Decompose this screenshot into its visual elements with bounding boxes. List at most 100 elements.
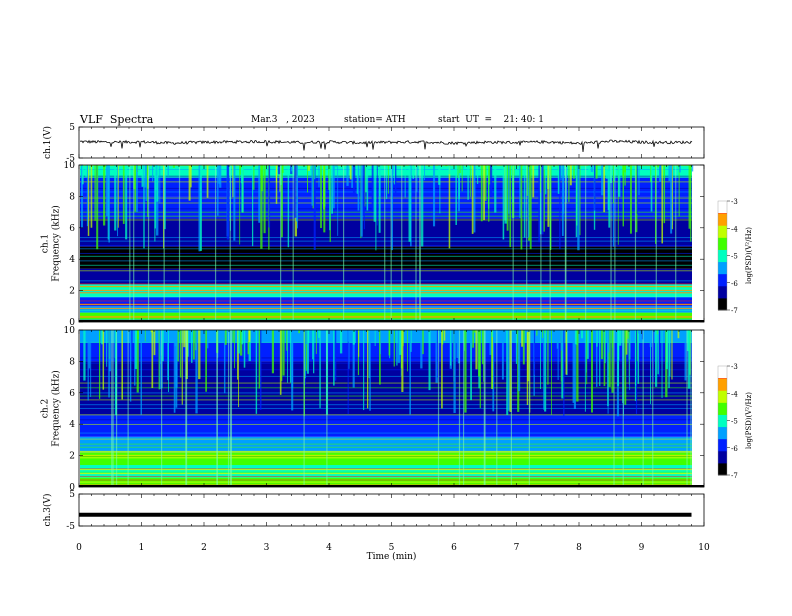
s1-sferic [485,165,487,201]
s2-sferic-full [438,330,439,487]
s2-sferic [358,330,359,357]
s1-sferic [591,165,593,172]
w3-y-tick-label: 5 [69,490,75,500]
s2-sferic [429,330,431,390]
start-time-label: start UT = 21: 40: 1 [438,115,544,125]
s1-sferic [323,165,325,232]
s2-sferic [154,330,156,355]
s2-sferic [544,330,545,333]
s1-sferic-full [391,165,392,322]
s2-sferic [348,330,349,414]
s1-harmonic-line [80,292,692,293]
s1-sferic [154,165,156,228]
s1-sferic [594,165,595,211]
s2-sferic-full [643,330,644,487]
s2-sferic [624,330,626,405]
s2-sferic-full [111,330,112,487]
s1-sferic [449,165,451,248]
s1-sferic [118,165,119,228]
s1-sferic [269,165,271,227]
s1-sferic-full [585,165,586,322]
s1-sferic [395,165,396,194]
s2-colorbar-segment [718,414,727,427]
s2-sferic [444,330,446,341]
date-label: Mar.3 , 2023 [251,115,315,125]
s1-texture-line [80,256,692,257]
s1-sferic-full [280,165,281,322]
s2-sferic [248,330,250,339]
s1-sferic [96,165,98,249]
s2-sferic [193,330,195,360]
s1-sferic-full [513,165,514,322]
s1-sferic [538,165,540,242]
s2-sferic [280,330,282,395]
s1-sferic-full [614,165,615,322]
s2-sferic [586,330,587,384]
s1-texture-line [80,297,692,298]
s1-sferic-full [526,165,527,322]
s1-sferic-full [133,165,134,322]
s2-sferic [666,330,668,369]
s2-texture-line [80,447,692,448]
s2-sferic [90,330,91,397]
s2-sferic-full [529,330,530,487]
s1-sferic [114,165,116,231]
s1-sferic [563,165,564,214]
s1-sferic [606,165,608,179]
s1-sferic [472,165,474,234]
s1-texture-line [80,241,692,242]
s2-sferic [422,330,424,354]
s1-harmonic-line [80,286,692,287]
s2-sferic [540,330,541,389]
s2-sferic [287,330,288,383]
s1-sferic [459,165,460,173]
s1-sferic-full [550,165,551,322]
s2-sferic [543,330,544,410]
s1-sferic [664,165,666,223]
s1-sferic [413,165,415,179]
s2-sferic [419,330,420,339]
s1-y-tick-label: 10 [64,161,76,171]
s1-sferic [405,165,406,197]
s1-sferic [659,165,661,182]
s2-harmonic-line [80,457,692,458]
s1-sferic [276,165,277,183]
s1-sferic [424,165,425,180]
s2-sferic [348,330,350,342]
s2-sferic [536,330,537,336]
s2-colorbar-tick-label: -6 [731,445,738,453]
s2-sferic [191,330,192,363]
s2-sferic-full [484,330,485,487]
s1-texture-line [80,245,692,246]
x-tick-label: 6 [451,543,457,553]
s1-sferic [143,165,144,248]
s2-sferic [638,330,639,334]
s1-band [80,196,692,218]
s2-texture-line [80,433,692,434]
s1-sferic-full [215,165,216,322]
s1-sferic [394,165,395,184]
s1-sferic-full [540,165,541,322]
s1-sferic [503,165,505,239]
s2-sferic [298,330,300,333]
s1-y-tick-label: 6 [69,224,75,234]
s1-sferic [568,165,569,202]
s1-sferic [670,165,672,234]
s1-colorbar-segment [718,286,727,299]
x-tick-label: 4 [326,543,332,553]
s2-sferic [394,330,395,367]
s2-texture-line [80,460,692,461]
s2-sferic [518,330,520,391]
s2-harmonic-line [80,469,692,470]
s1-sferic [661,165,663,243]
s1-texture-line [80,219,692,220]
s1-sferic [545,165,546,194]
s1-sferic [544,165,545,170]
s1-sferic [630,165,632,234]
s2-sferic [551,330,552,414]
s2-sferic [470,330,472,345]
s1-sferic [159,165,160,204]
w3-frame [79,494,704,526]
s2-sferic-full [690,330,691,487]
s1-y-axis-label: ch.1Frequency (kHz) [41,205,62,282]
